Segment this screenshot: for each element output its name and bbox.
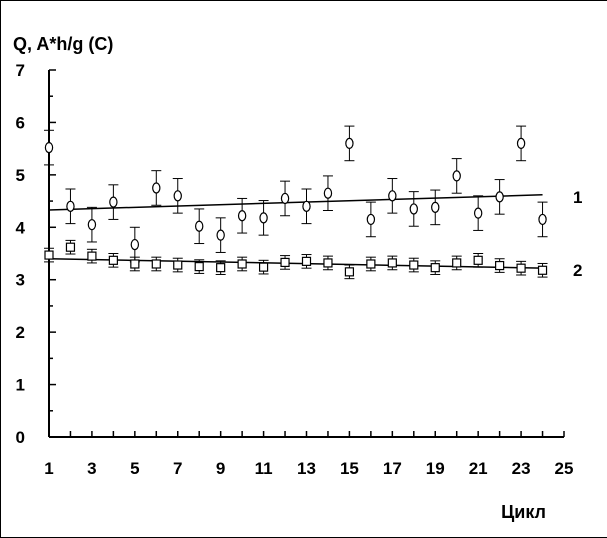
- data-point-square: [87, 251, 97, 261]
- x-tick-label: 11: [255, 459, 273, 478]
- y-tick-label: 5: [16, 166, 25, 185]
- data-point-circle: [431, 201, 440, 213]
- trend-line-2: [48, 257, 543, 269]
- data-point-square: [430, 263, 440, 273]
- data-point-square: [495, 260, 505, 271]
- data-point-circle: [409, 203, 418, 215]
- series-label-2: 2: [573, 261, 582, 280]
- x-axis-title: Цикл: [501, 502, 546, 522]
- data-point-square: [44, 250, 54, 260]
- data-point-circle: [516, 137, 526, 149]
- data-point-circle: [152, 182, 161, 194]
- x-tick-label: 7: [173, 459, 182, 478]
- x-tick-label: 13: [297, 459, 316, 478]
- data-point-circle: [259, 212, 268, 224]
- data-point-square: [280, 257, 290, 268]
- data-point-circle: [323, 187, 333, 199]
- x-tick-label: 21: [469, 459, 488, 478]
- series-label-1: 1: [573, 188, 582, 207]
- data-point-circle: [473, 207, 483, 219]
- data-point-square: [473, 255, 483, 265]
- x-tick-label: 9: [216, 459, 225, 478]
- data-point-square: [301, 256, 312, 266]
- x-tick-label: 5: [130, 459, 139, 478]
- data-point-circle: [302, 200, 311, 212]
- data-point-square: [452, 258, 462, 268]
- data-point-square: [537, 265, 548, 275]
- data-point-circle: [366, 213, 376, 226]
- data-point-circle: [280, 192, 290, 205]
- data-point-circle: [109, 196, 118, 208]
- data-point-circle: [130, 238, 140, 251]
- y-tick-label: 7: [16, 61, 25, 80]
- x-tick-label: 17: [383, 459, 402, 478]
- y-tick-label: 3: [16, 271, 25, 290]
- data-point-square: [344, 267, 355, 277]
- data-point-circle: [195, 220, 204, 232]
- data-point-square: [387, 258, 397, 268]
- x-tick-label: 1: [44, 459, 53, 478]
- data-point-square: [258, 262, 269, 272]
- x-tick-label: 23: [512, 459, 531, 478]
- data-point-circle: [345, 137, 354, 149]
- x-tick-label: 25: [555, 459, 574, 478]
- data-point-square: [409, 260, 419, 270]
- data-point-circle: [87, 219, 97, 231]
- y-tick-label: 2: [16, 323, 25, 342]
- data-point-square: [366, 259, 376, 269]
- data-point-circle: [216, 229, 225, 241]
- y-tick-label: 0: [16, 428, 25, 447]
- data-point-circle: [237, 210, 247, 222]
- trend-lines: [48, 194, 543, 269]
- data-point-square: [108, 255, 118, 265]
- data-point-square: [323, 258, 333, 268]
- y-tick-label: 6: [16, 113, 25, 132]
- data-point-square: [516, 263, 526, 273]
- data-point-square: [237, 259, 247, 269]
- data-point-circle: [173, 190, 182, 202]
- y-axis-title: Q, A*h/g (C): [13, 34, 113, 54]
- x-tick-label: 3: [87, 459, 96, 478]
- data-point-circle: [538, 213, 547, 226]
- data-point-circle: [44, 141, 54, 154]
- data-point-square: [173, 260, 183, 270]
- axes: [48, 70, 564, 438]
- data-point-circle: [452, 170, 461, 182]
- ticks: [48, 69, 565, 438]
- data-point-square: [216, 263, 226, 273]
- trend-line-1: [48, 194, 543, 211]
- data-point-circle: [66, 200, 75, 212]
- x-tick-label: 19: [426, 459, 445, 478]
- y-tick-label: 4: [16, 218, 26, 237]
- data-point-circle: [388, 190, 397, 202]
- data-point-square: [194, 262, 204, 272]
- y-tick-label: 1: [16, 376, 25, 395]
- data-point-square: [130, 259, 140, 269]
- data-point-square: [151, 259, 161, 269]
- x-tick-label: 15: [340, 459, 359, 478]
- markers: [44, 137, 548, 277]
- data-point-circle: [495, 191, 504, 203]
- data-point-square: [65, 242, 76, 252]
